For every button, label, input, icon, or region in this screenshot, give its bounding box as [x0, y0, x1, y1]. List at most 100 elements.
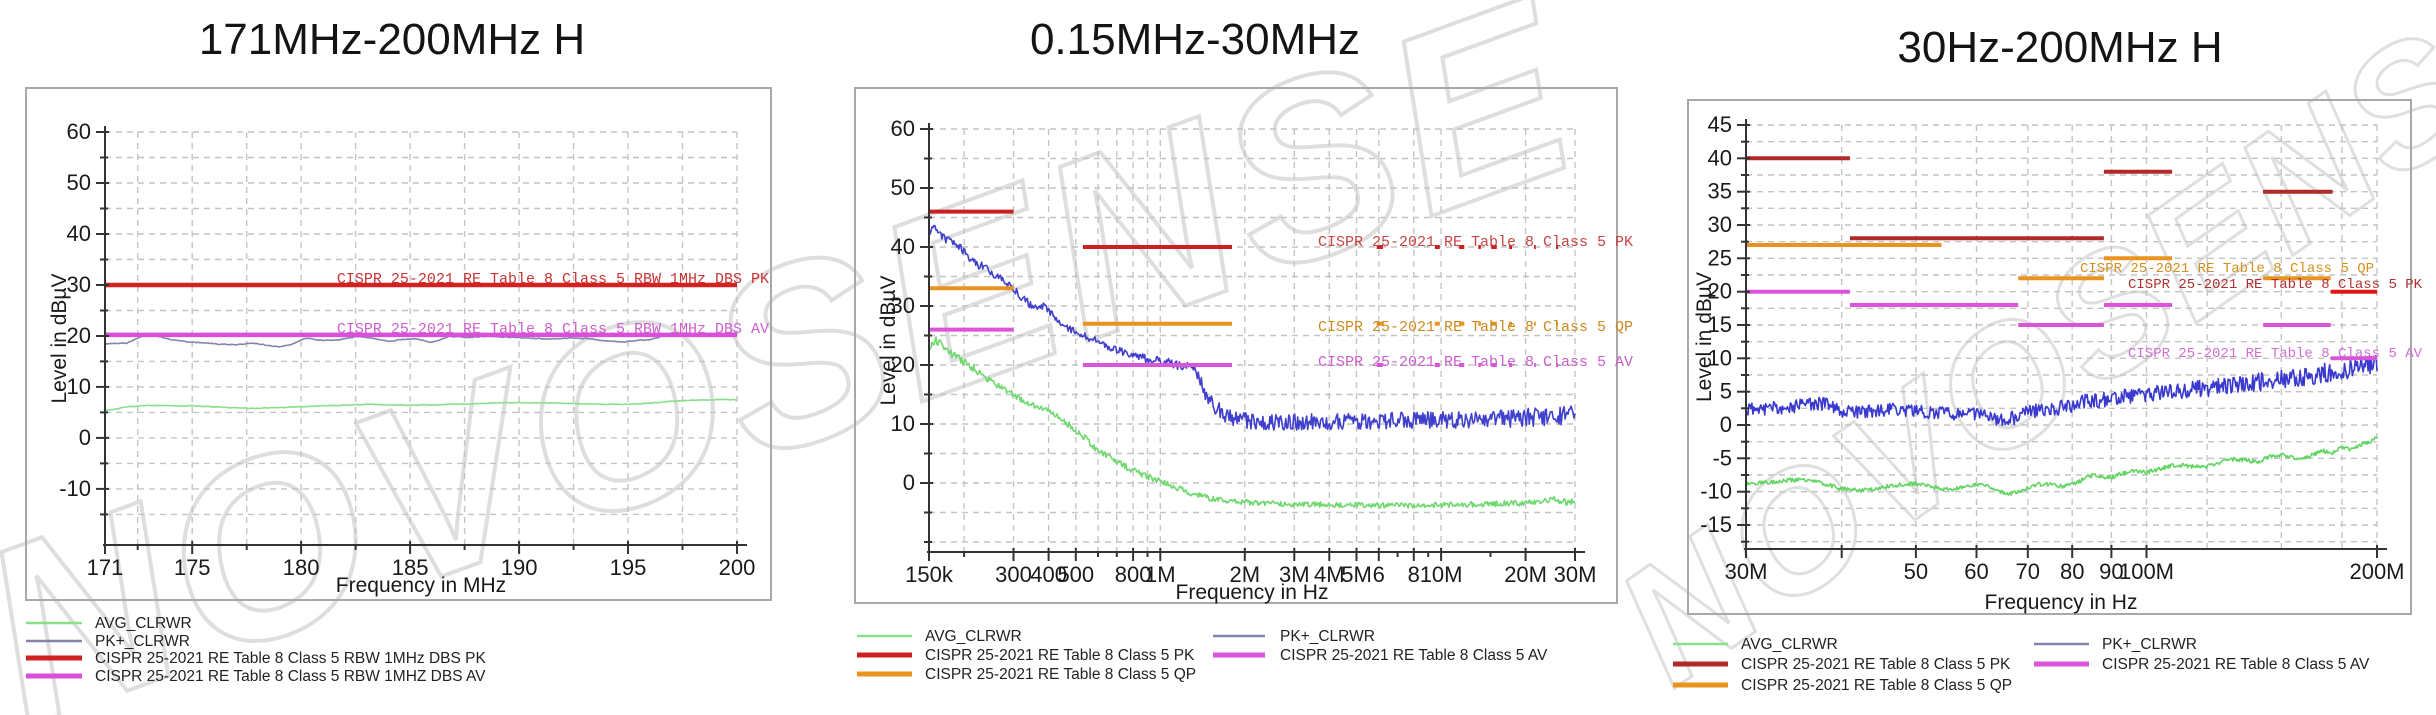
limit-line [1746, 289, 2377, 361]
legend-label: CISPR 25-2021 RE Table 8 Class 5 RBW 1MH… [95, 668, 486, 685]
y-tick-label: 15 [1708, 312, 1732, 337]
y-tick-label: 40 [1708, 145, 1732, 170]
gridlines [1746, 124, 2378, 549]
trace-pk-clrwr [104, 332, 738, 348]
trace-avg-clrwr [1745, 436, 2378, 497]
x-tick-label: 30M [1725, 559, 1768, 584]
limit-label: CISPR 25-2021 RE Table 8 Class 5 AV [1318, 354, 1633, 371]
y-tick-label: 10 [1708, 345, 1732, 370]
y-tick-label: 10 [67, 374, 91, 399]
x-axis-title: Frequency in Hz [1176, 581, 1329, 604]
y-tick-label: 35 [1708, 179, 1732, 204]
chart-panel-border [854, 87, 1618, 604]
x-tick-label: 5M [1341, 562, 1372, 587]
limit-line [929, 209, 1558, 249]
y-tick-label: 30 [891, 293, 915, 318]
legend-label: PK+_CLRWR [1280, 628, 1375, 645]
y-tick-label: 50 [891, 175, 915, 200]
y-axis-title: Level in dBµV [1693, 272, 1716, 402]
y-tick-label: 20 [891, 352, 915, 377]
legend-label: CISPR 25-2021 RE Table 8 Class 5 PK [1741, 656, 2011, 673]
y-tick-label: 20 [67, 323, 91, 348]
x-tick-label: 4M [1314, 562, 1345, 587]
y-tick-label: 30 [67, 272, 91, 297]
legend-label: CISPR 25-2021 RE Table 8 Class 5 AV [2102, 656, 2370, 673]
x-tick-label: 30M [1554, 562, 1597, 587]
limit-label: CISPR 25-2021 RE Table 8 Class 5 QP [2080, 261, 2374, 277]
limit-label: CISPR 25-2021 RE Table 8 Class 5 RBW 1MH… [337, 321, 769, 338]
x-axis-title: Frequency in MHz [336, 574, 506, 597]
y-tick-label: 0 [1720, 412, 1732, 437]
x-tick-label: 171 [87, 555, 124, 580]
legend-label: PK+_CLRWR [95, 633, 190, 650]
y-tick-label: 60 [891, 116, 915, 141]
trace-avg-clrwr [104, 398, 738, 412]
chart-panel-border [1687, 99, 2412, 615]
limit-label: CISPR 25-2021 RE Table 8 Class 5 QP [1318, 319, 1633, 336]
x-tick-label: 500 [1057, 562, 1094, 587]
y-tick-label: 25 [1708, 245, 1732, 270]
axes [920, 123, 1585, 561]
x-tick-label: 195 [610, 555, 647, 580]
x-tick-label: 8 [1408, 562, 1420, 587]
y-tick-label: 10 [891, 411, 915, 436]
chart-title: 171MHz-200MHz H [199, 15, 585, 64]
x-tick-label: 185 [392, 555, 429, 580]
y-tick-label: 20 [1708, 279, 1732, 304]
legend-label: AVG_CLRWR [95, 615, 192, 632]
limit-label: CISPR 25-2021 RE Table 8 Class 5 RBW 1MH… [337, 271, 769, 288]
y-tick-label: 60 [67, 119, 91, 144]
x-tick-label: 190 [501, 555, 538, 580]
x-tick-label: 150k [905, 562, 954, 587]
legend-label: AVG_CLRWR [1741, 636, 1838, 653]
y-axis-title: Level in dBµV [877, 275, 900, 405]
x-tick-label: 60 [1964, 559, 1988, 584]
legend-label: CISPR 25-2021 RE Table 8 Class 5 PK [925, 647, 1195, 664]
x-tick-label: 10M [1420, 562, 1463, 587]
trace-pk-clrwr [1745, 354, 2378, 427]
limit-line [929, 286, 1558, 326]
x-tick-label: 6 [1373, 562, 1385, 587]
axes [96, 126, 747, 554]
x-tick-label: 300 [995, 562, 1032, 587]
y-axis-title: Level in dBµV [48, 273, 71, 403]
legend-label: CISPR 25-2021 RE Table 8 Class 5 RBW 1MH… [95, 650, 486, 667]
x-tick-label: 90 [2099, 559, 2123, 584]
y-tick-label: 30 [1708, 212, 1732, 237]
axes [1737, 119, 2387, 558]
legend-label: AVG_CLRWR [925, 628, 1022, 645]
limit-label: CISPR 25-2021 RE Table 8 Class 5 AV [2128, 346, 2423, 362]
x-tick-label: 2M [1230, 562, 1261, 587]
x-tick-label: 50 [1904, 559, 1928, 584]
y-tick-label: 40 [891, 234, 915, 259]
legend-label: CISPR 25-2021 RE Table 8 Class 5 AV [1280, 647, 1548, 664]
chart-title: 0.15MHz-30MHz [1030, 15, 1360, 64]
y-tick-label: 0 [903, 470, 915, 495]
y-tick-label: 45 [1708, 112, 1732, 137]
x-tick-label: 100M [2119, 559, 2174, 584]
x-tick-label: 180 [283, 555, 320, 580]
x-tick-label: 175 [174, 555, 211, 580]
legend-label: PK+_CLRWR [2102, 636, 2197, 653]
chart-3: 30Hz-200MHz H CISPR 25-2021 RE Table 8 Cl… [1673, 23, 2423, 694]
limit-label: CISPR 25-2021 RE Table 8 Class 5 PK [1318, 234, 1633, 251]
x-tick-label: 20M [1504, 562, 1547, 587]
chart-1: 171MHz-200MHz H CISPR 25-2021 RE Table 8 … [25, 15, 772, 685]
x-tick-label: 400 [1030, 562, 1067, 587]
y-tick-label: 5 [1720, 379, 1732, 404]
y-tick-label: -15 [1700, 512, 1732, 537]
x-tick-label: 200M [2349, 559, 2404, 584]
x-tick-label: 3M [1279, 562, 1310, 587]
y-tick-label: -5 [1712, 445, 1732, 470]
limit-line [929, 327, 1558, 367]
chart-panel-border [25, 87, 772, 601]
x-tick-label: 200 [719, 555, 756, 580]
y-tick-label: -10 [59, 476, 91, 501]
x-tick-label: 80 [2060, 559, 2084, 584]
y-tick-label: 50 [67, 170, 91, 195]
x-axis-title: Frequency in Hz [1985, 591, 2138, 614]
chart-2: 0.15MHz-30MHz CISPR 25-2021 RE Table 8 Cl… [854, 15, 1633, 683]
legend-label: CISPR 25-2021 RE Table 8 Class 5 QP [925, 666, 1196, 683]
limit-line [1746, 243, 2331, 281]
